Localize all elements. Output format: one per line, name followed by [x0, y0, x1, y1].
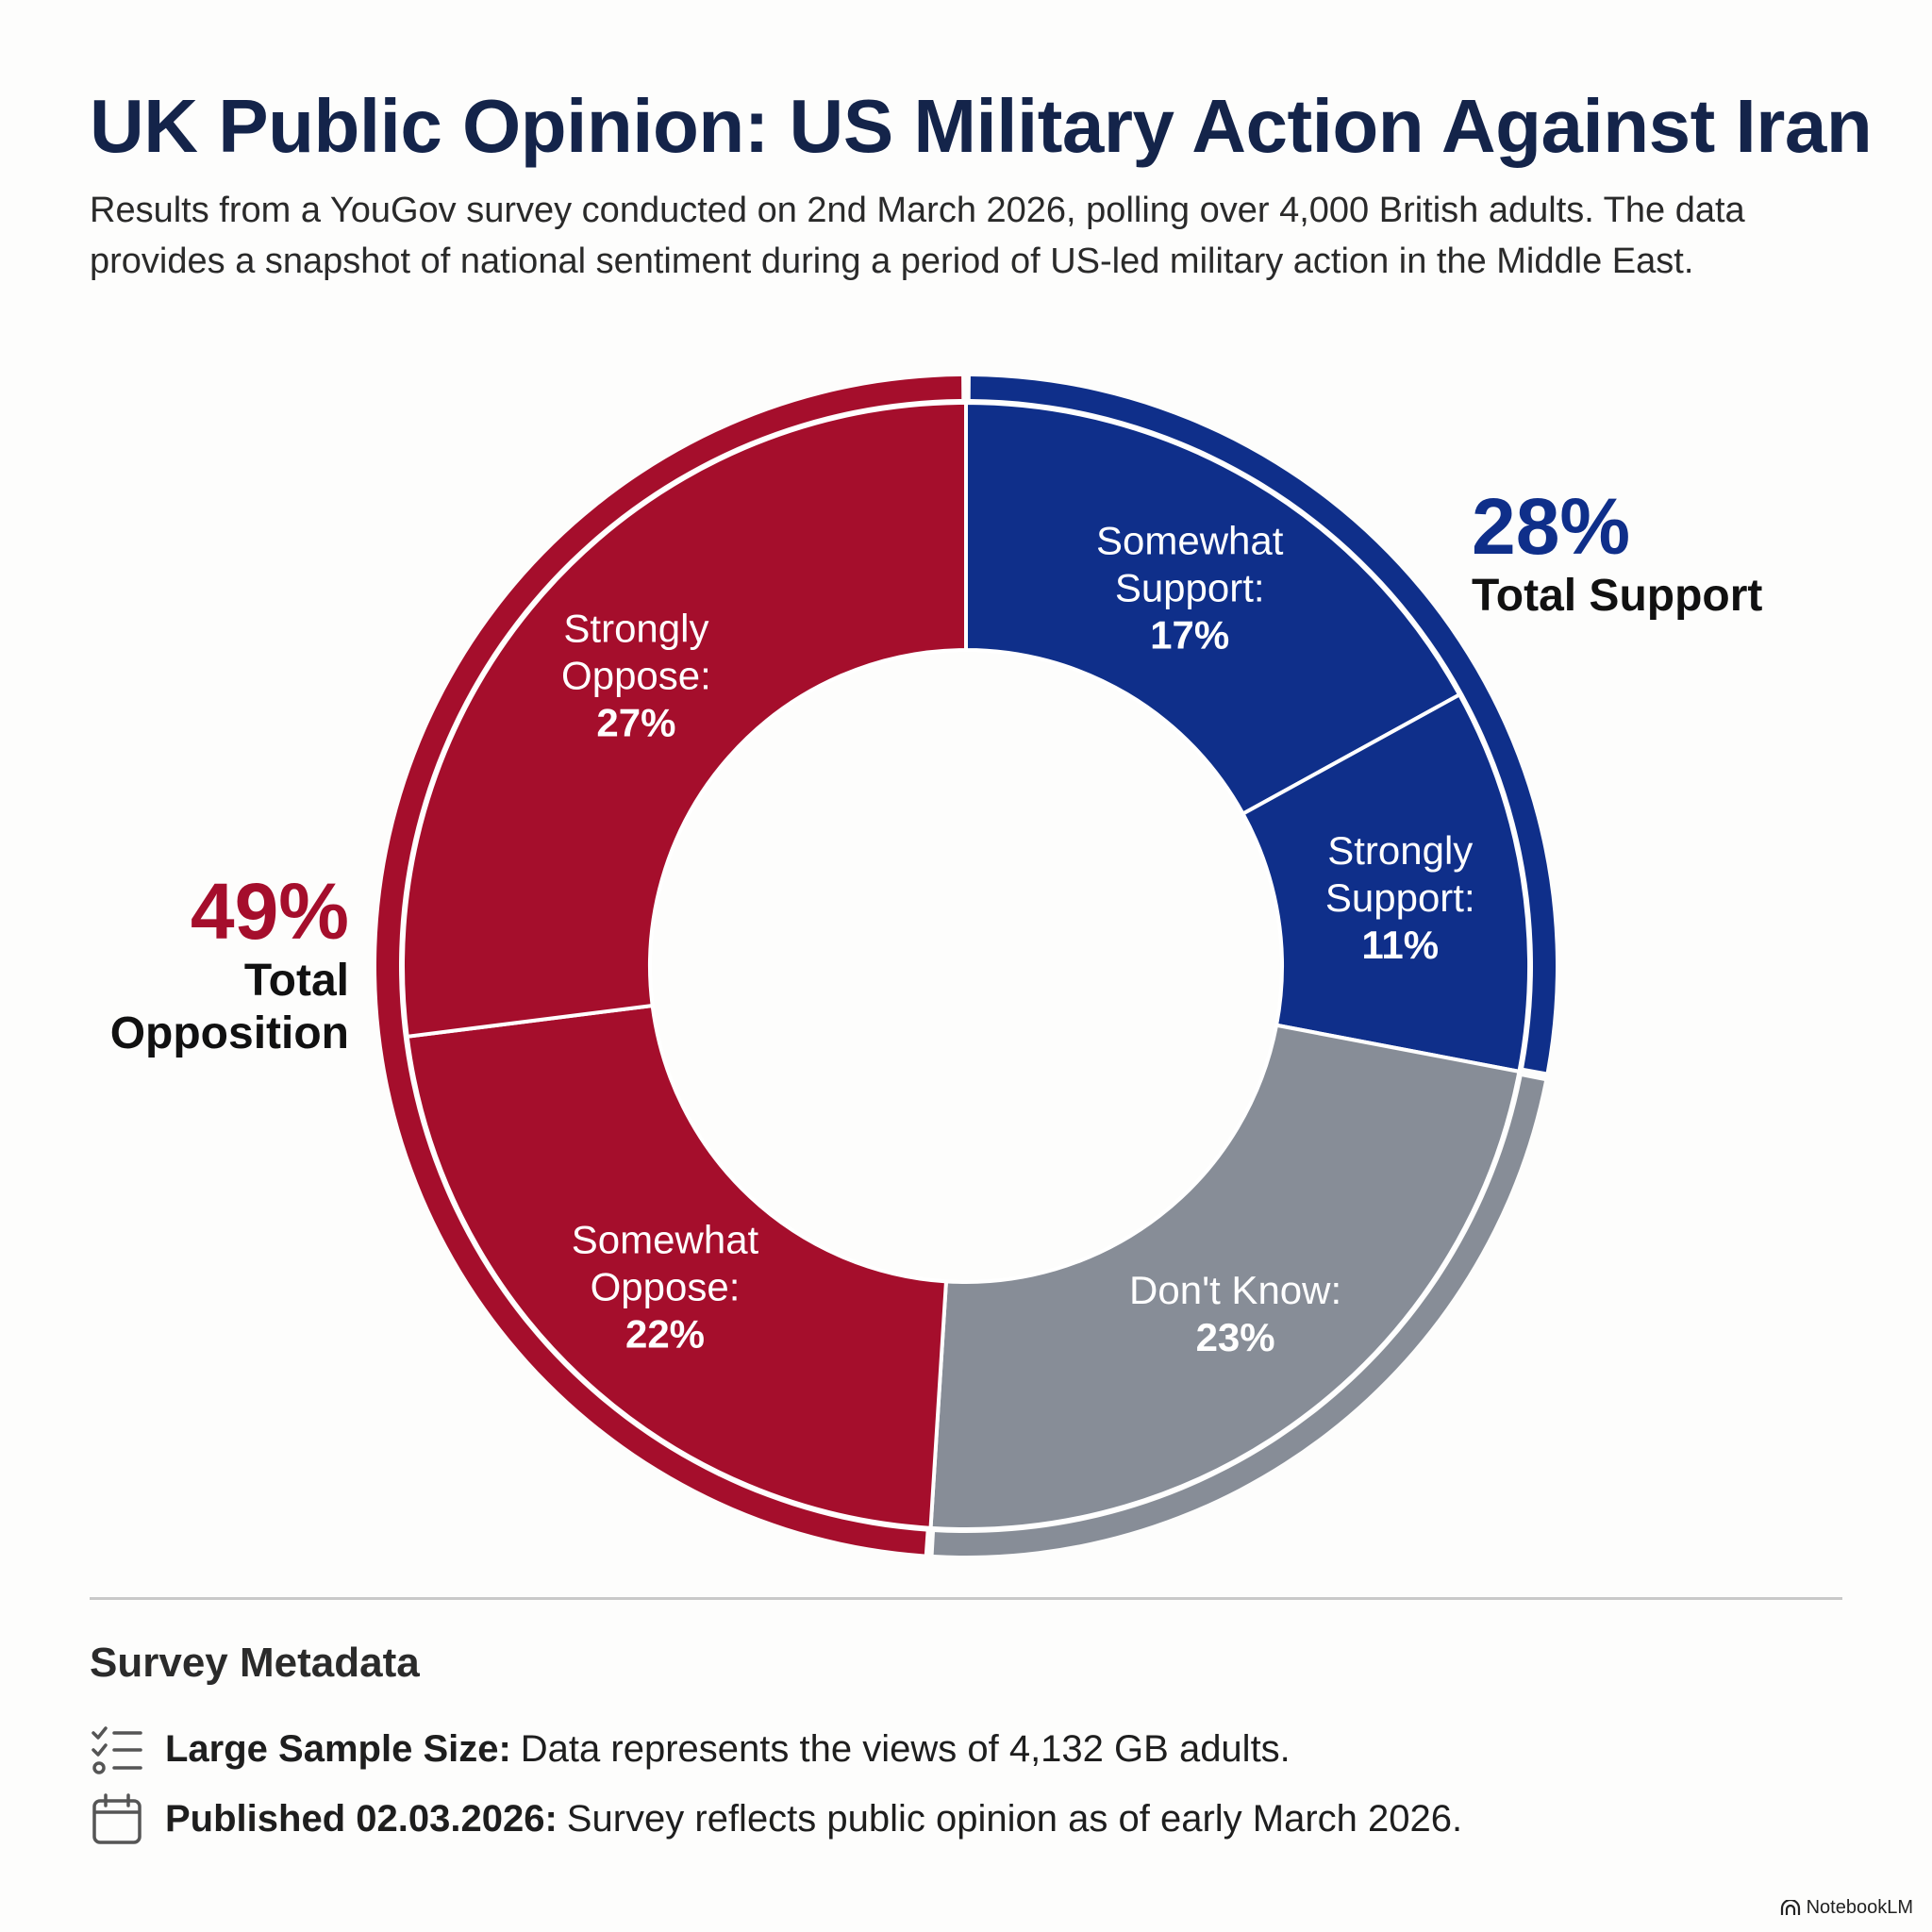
group-total-label-oppose: Opposition	[110, 1008, 349, 1058]
slice-value: 27%	[596, 701, 675, 745]
slice-label-line: Strongly	[563, 607, 708, 651]
brand-watermark: NotebookLM	[1780, 1897, 1913, 1919]
slice-label-line: Somewhat	[572, 1217, 759, 1261]
metadata-item-text: Data represents the views of 4,132 GB ad…	[520, 1727, 1291, 1770]
slice-strongly-oppose	[401, 401, 968, 1039]
metadata-item-text: Survey reflects public opinion as of ear…	[566, 1797, 1463, 1840]
slice-strongly-support	[1241, 692, 1531, 1074]
slice-value: 17%	[1150, 613, 1229, 658]
group-total-label-support: Total Support	[1472, 571, 1762, 621]
slice-label-line: Oppose:	[561, 654, 711, 698]
metadata-item-title: Published 02.03.2026:	[165, 1797, 558, 1840]
calendar-icon	[90, 1791, 144, 1846]
slice-label-line: Support:	[1115, 566, 1265, 610]
slice-label-somewhat-oppose: Somewhat Oppose: 22%	[572, 1217, 759, 1356]
metadata-item-title: Large Sample Size:	[165, 1727, 511, 1770]
group-total-value-oppose: 49%	[191, 867, 349, 956]
subtitle-line-1: Results from a YouGov survey conducted o…	[90, 191, 1745, 230]
donut-chart: Somewhat Support: 17%Strongly Support: 11%Do…	[110, 376, 1762, 1556]
slice-dont-know	[928, 1023, 1522, 1531]
metadata-item-published: Published 02.03.2026: Survey reflects pu…	[90, 1790, 1462, 1847]
slice-label-line: Somewhat	[1096, 519, 1284, 563]
slice-value: 11%	[1361, 923, 1439, 967]
slice-label-line: Oppose:	[591, 1264, 741, 1308]
group-total-value-support: 28%	[1472, 482, 1630, 571]
checklist-icon	[90, 1722, 144, 1776]
slice-value: 23%	[1196, 1315, 1275, 1359]
slice-label-line: Strongly	[1327, 828, 1473, 873]
brand-label: NotebookLM	[1806, 1897, 1913, 1918]
subtitle-line-2: provides a snapshot of national sentimen…	[90, 242, 1694, 281]
slice-label-line: Support:	[1325, 875, 1475, 920]
metadata-item-sample-size: Large Sample Size: Data represents the v…	[90, 1721, 1291, 1777]
group-total-label-oppose: Total	[244, 956, 349, 1006]
group-ring-none	[933, 1076, 1544, 1556]
slice-value: 22%	[625, 1311, 705, 1356]
slice-somewhat-support	[964, 401, 1462, 816]
slice-somewhat-oppose	[405, 1003, 948, 1530]
page-subtitle: Results from a YouGov survey conducted o…	[90, 185, 1863, 287]
slice-label-somewhat-support: Somewhat Support: 17%	[1096, 519, 1284, 658]
page-title: UK Public Opinion: US Military Action Ag…	[90, 84, 1873, 168]
slice-label-strongly-support: Strongly Support: 11%	[1325, 828, 1475, 967]
notebooklm-logo-icon	[1780, 1899, 1800, 1915]
slice-label-dont-know: Don't Know: 23%	[1129, 1268, 1341, 1359]
slice-label-strongly-oppose: Strongly Oppose: 27%	[561, 607, 711, 745]
slice-label-line: Don't Know:	[1129, 1268, 1341, 1312]
section-divider	[90, 1597, 1842, 1600]
metadata-heading: Survey Metadata	[90, 1640, 420, 1686]
